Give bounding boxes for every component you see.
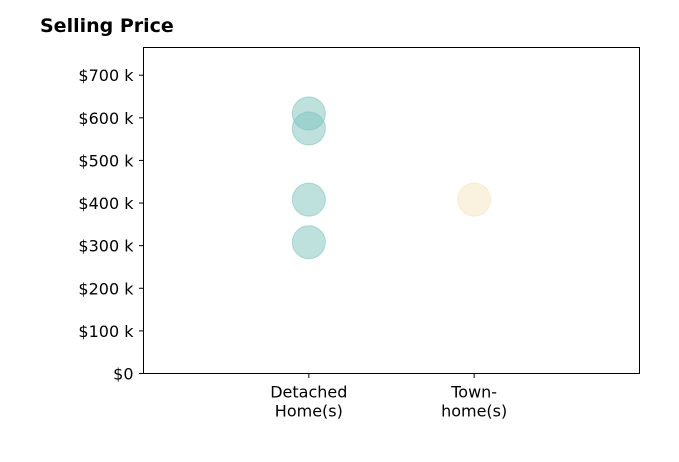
x-tick-label-line: Detached <box>270 383 347 402</box>
data-point <box>291 182 326 217</box>
y-axis: $0 $100 k $200 k $300 k $400 k $500 k $600 k $7… <box>78 66 144 384</box>
y-tick-label: $300 k <box>78 237 134 256</box>
x-tick-label-line: home(s) <box>441 402 507 421</box>
plot-area-frame <box>143 47 640 374</box>
y-tick-label: $200 k <box>78 279 134 298</box>
data-point <box>291 111 326 146</box>
y-tick-label: $500 k <box>78 151 134 170</box>
x-tick-label: Town-home(s) <box>441 383 507 421</box>
x-tick-label-line: Home(s) <box>275 402 343 421</box>
data-point <box>457 182 492 217</box>
x-tick-label-line: Town- <box>450 383 497 402</box>
marks-layer <box>291 96 492 260</box>
y-tick-label: $600 k <box>78 109 134 128</box>
data-point <box>291 225 326 260</box>
y-tick-label: $0 <box>113 365 133 384</box>
x-axis: Detached Home(s) Town-home(s) <box>270 373 507 421</box>
y-tick-label: $700 k <box>78 66 134 85</box>
y-tick-label: $400 k <box>78 194 134 213</box>
y-tick-label: $100 k <box>78 322 134 341</box>
x-tick-label: Detached Home(s) <box>270 383 347 421</box>
chart-title: Selling Price <box>40 15 174 37</box>
